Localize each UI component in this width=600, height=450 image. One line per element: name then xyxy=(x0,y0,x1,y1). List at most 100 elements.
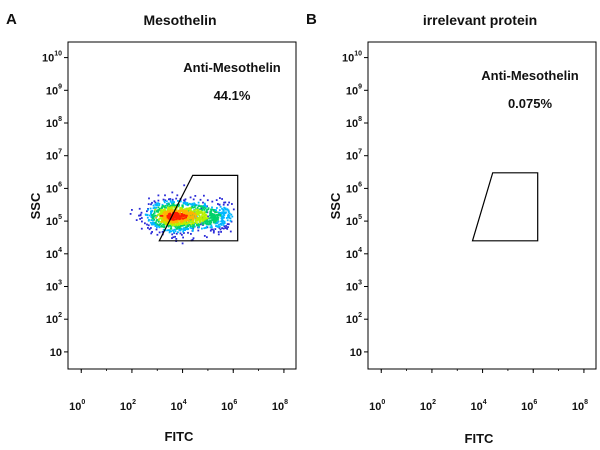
event-dot xyxy=(182,222,185,225)
event-dot xyxy=(217,213,220,216)
event-dot xyxy=(182,230,185,233)
event-dot xyxy=(207,223,210,226)
event-dot xyxy=(161,210,163,213)
y-tick-label: 106 xyxy=(346,181,362,195)
y-axis: 10 102 103 104 105 106 107 108 109 1010 xyxy=(342,51,368,359)
event-dot xyxy=(173,201,175,203)
event-dot xyxy=(222,208,224,211)
event-dot xyxy=(169,210,172,212)
event-dot xyxy=(175,210,178,213)
event-dot xyxy=(198,211,200,214)
y-tick-label: 109 xyxy=(346,83,362,97)
y-tick-label: 108 xyxy=(46,116,62,130)
event-dot xyxy=(211,206,213,209)
y-tick-label: 102 xyxy=(46,312,62,326)
event-dot xyxy=(187,228,190,230)
y-tick-label: 104 xyxy=(346,247,362,261)
event-dot xyxy=(166,218,169,221)
event-dot xyxy=(220,223,222,225)
event-dot xyxy=(203,214,205,216)
event-dot xyxy=(166,205,169,207)
event-dot xyxy=(173,218,176,221)
event-dot xyxy=(151,231,153,233)
event-dot xyxy=(203,218,206,221)
event-dot xyxy=(140,227,143,230)
event-dot xyxy=(219,214,222,217)
gate-percent: 0.075% xyxy=(508,96,553,111)
event-dot xyxy=(148,219,150,221)
event-dot xyxy=(206,223,208,225)
event-dot xyxy=(187,221,190,224)
event-dot xyxy=(177,210,180,213)
event-dot xyxy=(210,228,213,231)
event-dot xyxy=(158,217,161,220)
event-dot xyxy=(204,207,207,210)
event-dot xyxy=(204,227,207,229)
event-dot xyxy=(156,226,158,229)
event-dot xyxy=(152,212,155,215)
event-dot xyxy=(192,237,195,240)
event-dot xyxy=(196,219,198,222)
event-dot xyxy=(179,216,181,219)
event-dot xyxy=(160,211,162,214)
gate-polygon xyxy=(158,174,239,242)
event-dot xyxy=(167,203,170,205)
event-dot xyxy=(194,209,196,212)
event-dot xyxy=(166,215,169,218)
event-dot xyxy=(170,214,173,217)
x-tick-label: 100 xyxy=(69,399,85,413)
event-dot xyxy=(181,211,184,214)
event-dot xyxy=(225,211,227,214)
event-dot xyxy=(204,203,206,206)
event-dot xyxy=(174,213,177,216)
event-dot xyxy=(179,211,181,214)
event-dot xyxy=(171,216,173,219)
event-dot xyxy=(229,220,232,222)
event-dot xyxy=(179,232,182,235)
event-dot xyxy=(185,216,187,219)
event-dot xyxy=(170,204,172,207)
event-dot xyxy=(182,224,185,227)
event-dot xyxy=(164,229,167,232)
panel-title: irrelevant protein xyxy=(423,12,537,28)
event-dot xyxy=(158,226,161,229)
event-dot xyxy=(225,208,228,211)
y-tick-label: 10 xyxy=(50,347,62,359)
event-dot xyxy=(204,205,207,208)
event-dot xyxy=(202,222,205,225)
event-dot xyxy=(185,202,188,205)
event-dot xyxy=(162,210,165,213)
event-dot xyxy=(160,218,163,220)
event-dot xyxy=(188,202,191,205)
event-dot xyxy=(138,207,141,210)
panel-title: Mesothelin xyxy=(143,12,216,28)
event-dot xyxy=(202,216,205,218)
event-dot xyxy=(168,207,170,210)
y-tick-label: 1010 xyxy=(342,51,362,65)
event-dot xyxy=(199,198,202,201)
event-dot xyxy=(163,212,165,214)
event-dot xyxy=(155,204,158,207)
event-dot xyxy=(174,226,177,228)
event-dot xyxy=(171,233,174,236)
event-dot xyxy=(220,213,223,216)
event-dot xyxy=(141,220,143,223)
event-dot xyxy=(187,216,189,218)
event-dot xyxy=(175,217,178,219)
event-dot xyxy=(155,206,158,209)
event-dot xyxy=(172,202,175,205)
y-tick-label: 107 xyxy=(46,149,62,163)
event-dot xyxy=(170,220,173,223)
event-dot xyxy=(164,222,167,224)
gate-label: Anti-Mesothelin xyxy=(481,68,579,83)
event-dot xyxy=(181,208,184,211)
event-dot xyxy=(203,194,205,197)
event-dot xyxy=(194,221,197,224)
event-dot xyxy=(181,217,184,220)
event-dot xyxy=(196,209,199,212)
event-dot xyxy=(147,203,150,205)
event-dot xyxy=(205,217,208,220)
event-dot xyxy=(210,221,213,224)
panel-b: B irrelevant protein 100 102 104 106 108 101… xyxy=(306,11,597,446)
event-dot xyxy=(158,202,161,205)
